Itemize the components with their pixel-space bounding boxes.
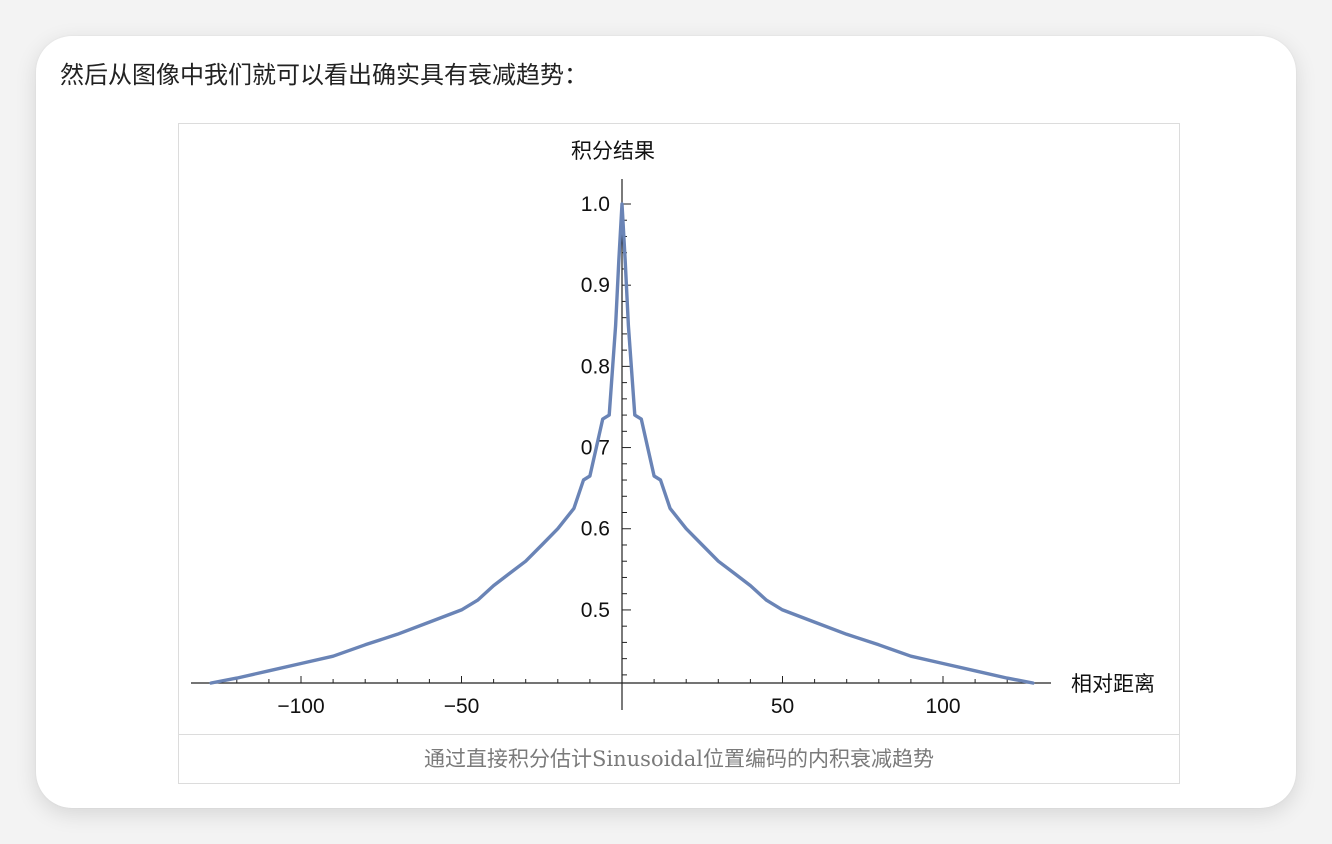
y-tick-label: 0.8 bbox=[581, 355, 610, 378]
intro-paragraph: 然后从图像中我们就可以看出确实具有衰减趋势： bbox=[60, 61, 588, 89]
plot-area: −100 −50 50 100 0.5 0.6 0.7 0.8 0.9 1.0 积分结果 相对距离 bbox=[179, 124, 1179, 734]
y-tick-label: 0.5 bbox=[581, 599, 610, 622]
y-tick-label: 1.0 bbox=[581, 193, 610, 216]
x-tick-label: −50 bbox=[444, 695, 480, 718]
figure-caption: 通过直接积分估计Sinusoidal位置编码的内积衰减趋势 bbox=[179, 734, 1179, 783]
content-card: 然后从图像中我们就可以看出确实具有衰减趋势： −100 −50 50 100 0.5 0.… bbox=[36, 36, 1296, 808]
series-line bbox=[209, 202, 1035, 685]
x-axis-title: 相对距离 bbox=[1071, 672, 1155, 696]
x-tick-label: 50 bbox=[771, 695, 794, 718]
y-tick-label: 0.9 bbox=[581, 274, 610, 297]
y-tick-label: 0.6 bbox=[581, 518, 610, 541]
figure: −100 −50 50 100 0.5 0.6 0.7 0.8 0.9 1.0 积分结果 相对距离 通… bbox=[178, 123, 1180, 784]
x-tick-label: 100 bbox=[925, 695, 960, 718]
y-axis-title: 积分结果 bbox=[571, 139, 655, 163]
x-tick-label: −100 bbox=[277, 695, 324, 718]
